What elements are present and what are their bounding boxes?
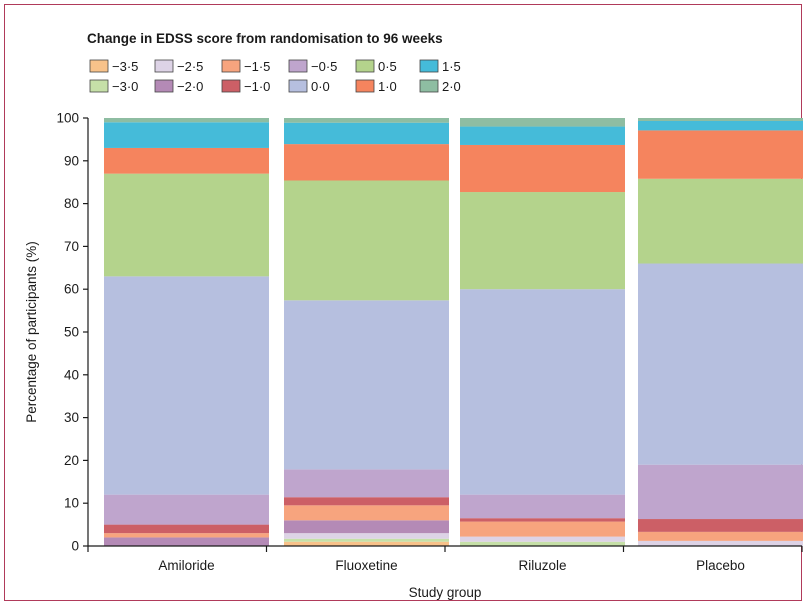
- legend-item-minus2-0: −2·0: [154, 79, 203, 94]
- legend-item-minus0-5: −0·5: [288, 59, 337, 74]
- y-tick-label: 100: [56, 111, 79, 126]
- legend-item-minus1-5: −1·5: [221, 59, 270, 74]
- bar-segment-placebo-0-5: [638, 178, 803, 264]
- x-tick-label-fluoxetine: Fluoxetine: [335, 558, 397, 573]
- legend-label: −2·5: [177, 59, 203, 74]
- bar-segment-riluzole-minus3-0: [460, 541, 625, 546]
- legend-item-1-0: 1·0: [355, 79, 397, 94]
- bar-segment-riluzole-2-0: [460, 118, 625, 127]
- x-tick-label-placebo: Placebo: [696, 558, 745, 573]
- legend-item-2-0: 2·0: [419, 79, 461, 94]
- bar-segment-fluoxetine-2-0: [284, 118, 449, 123]
- legend-item-minus3-5: −3·5: [89, 59, 138, 74]
- y-tick-label: 0: [71, 539, 79, 554]
- bar-segment-riluzole-minus0-5: [460, 494, 625, 519]
- bar-segment-fluoxetine-minus3-5: [284, 541, 449, 546]
- legend-swatch: [221, 79, 241, 93]
- legend-swatch: [89, 79, 109, 93]
- bar-segment-riluzole-1-0: [460, 144, 625, 193]
- y-tick-label: 50: [64, 325, 79, 340]
- legend-swatch: [355, 79, 375, 93]
- legend-label: −0·5: [311, 59, 337, 74]
- legend-label: 0·0: [311, 79, 330, 94]
- legend-label: 2·0: [442, 79, 461, 94]
- bar-segment-fluoxetine-minus1-5: [284, 505, 449, 521]
- legend-swatch: [355, 59, 375, 73]
- legend-label: −1·0: [244, 79, 270, 94]
- bar-segment-amiloride-minus2-0: [104, 537, 269, 546]
- legend-item-minus2-5: −2·5: [154, 59, 203, 74]
- legend-swatch: [154, 79, 174, 93]
- bar-segment-amiloride-0-5: [104, 173, 269, 277]
- bar-segment-amiloride-0-0: [104, 276, 269, 495]
- y-tick-label: 40: [64, 367, 79, 382]
- x-tick-label-riluzole: Riluzole: [518, 558, 566, 573]
- legend-label: 0·5: [378, 59, 397, 74]
- bar-segment-fluoxetine-minus1-0: [284, 497, 449, 506]
- plot-area: [104, 118, 803, 546]
- bar-segment-riluzole-0-5: [460, 192, 625, 290]
- legend-swatch: [288, 79, 308, 93]
- axes: 0 10 20 30 40 50 60 70 80 90 100 Amiloride Fluoxetin…: [56, 111, 803, 573]
- bar-segment-placebo-2-0: [638, 118, 803, 121]
- legend-label: 1·5: [442, 59, 461, 74]
- bar-segment-amiloride-minus0-5: [104, 494, 269, 525]
- bar-segment-placebo-0-0: [638, 263, 803, 465]
- x-axis-title: Study group: [409, 585, 482, 600]
- y-tick-label: 10: [64, 496, 79, 511]
- legend-item-0-0: 0·0: [288, 79, 330, 94]
- legend-label: −3·5: [112, 59, 138, 74]
- legend-item-1-5: 1·5: [419, 59, 461, 74]
- y-tick-label: 70: [64, 239, 79, 254]
- bar-segment-placebo-minus0-5: [638, 464, 803, 520]
- bar-segment-amiloride-2-0: [104, 118, 269, 123]
- bar-segment-riluzole-minus1-5: [460, 521, 625, 537]
- bar-segment-fluoxetine-0-0: [284, 300, 449, 470]
- bar-segment-fluoxetine-1-0: [284, 144, 449, 181]
- bar-segment-placebo-minus1-5: [638, 531, 803, 541]
- legend-swatch: [288, 59, 308, 73]
- legend: −3·5 −3·0 −2·5 −2·0 −1·5 −1·0 −0·5 0·0 0·5 1·0 1·5…: [89, 59, 461, 94]
- y-tick-label: 20: [64, 453, 79, 468]
- bar-segment-amiloride-1-5: [104, 122, 269, 148]
- bar-segment-riluzole-0-0: [460, 289, 625, 495]
- chart-title: Change in EDSS score from randomisation …: [87, 31, 443, 46]
- bar-segment-riluzole-minus1-0: [460, 518, 625, 522]
- legend-swatch: [419, 59, 439, 73]
- legend-label: −1·5: [244, 59, 270, 74]
- bar-segment-fluoxetine-minus2-0: [284, 520, 449, 534]
- legend-item-0-5: 0·5: [355, 59, 397, 74]
- legend-swatch: [419, 79, 439, 93]
- y-tick-label: 90: [64, 153, 79, 168]
- bar-segment-fluoxetine-minus2-5: [284, 533, 449, 539]
- legend-swatch: [154, 59, 174, 73]
- bar-segment-fluoxetine-minus3-0: [284, 538, 449, 542]
- y-tick-label: 30: [64, 410, 79, 425]
- legend-swatch: [221, 59, 241, 73]
- bar-segment-fluoxetine-0-5: [284, 180, 449, 301]
- legend-label: −3·0: [112, 79, 138, 94]
- bar-segment-fluoxetine-1-5: [284, 122, 449, 145]
- y-tick-label: 80: [64, 196, 79, 211]
- bar-segment-placebo-minus2-5: [638, 540, 803, 546]
- legend-label: −2·0: [177, 79, 203, 94]
- x-tick-label-amiloride: Amiloride: [158, 558, 214, 573]
- bar-segment-placebo-1-0: [638, 130, 803, 179]
- bar-segment-amiloride-minus1-0: [104, 524, 269, 534]
- legend-label: 1·0: [378, 79, 397, 94]
- bar-segment-fluoxetine-minus0-5: [284, 469, 449, 498]
- bar-segment-riluzole-minus2-5: [460, 536, 625, 542]
- legend-swatch: [89, 59, 109, 73]
- bar-segment-placebo-minus1-0: [638, 519, 803, 532]
- bar-segment-amiloride-minus1-5: [104, 533, 269, 538]
- bar-segment-riluzole-1-5: [460, 126, 625, 145]
- legend-item-minus3-0: −3·0: [89, 79, 138, 94]
- legend-item-minus1-0: −1·0: [221, 79, 270, 94]
- bar-segment-placebo-1-5: [638, 120, 803, 131]
- y-axis-title: Percentage of participants (%): [24, 241, 39, 423]
- y-tick-label: 60: [64, 282, 79, 297]
- bar-segment-amiloride-1-0: [104, 147, 269, 174]
